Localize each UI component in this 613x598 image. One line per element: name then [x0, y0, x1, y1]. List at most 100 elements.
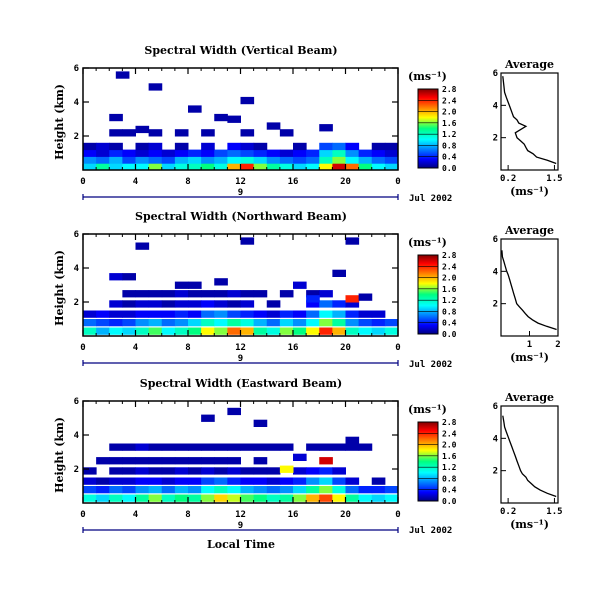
heatmap-cell [319, 467, 333, 475]
heatmap-cell [384, 327, 399, 335]
heatmap-cell [188, 300, 202, 308]
heatmap-cell [174, 319, 189, 327]
heatmap-cell [109, 129, 123, 137]
y-ticks: 2 4 6 [74, 64, 398, 142]
heatmap-cell [345, 142, 360, 151]
heatmap-cell [227, 300, 241, 308]
heatmap-cell [148, 83, 163, 91]
y-ticks: 2 4 6 [74, 397, 398, 475]
heatmap-cell [345, 310, 360, 318]
heatmap-cell [135, 142, 150, 151]
x-tick-label: 4 [133, 343, 139, 353]
heatmap-cell [306, 467, 320, 475]
average-frame [500, 72, 559, 171]
heatmap-cell [135, 156, 150, 164]
heatmap-cell [135, 149, 150, 157]
heatmap-cell [161, 477, 176, 485]
heatmap-cell [293, 494, 307, 502]
heatmap-cell [332, 149, 346, 157]
heatmap-cell [201, 457, 215, 465]
average-title: Average [504, 224, 554, 237]
heatmap-cell [214, 457, 228, 465]
average-x-label: (ms⁻¹) [510, 185, 549, 198]
heatmap-cell [135, 290, 150, 298]
colorbar-unit: (ms⁻¹) [408, 70, 447, 83]
heatmap-cell [279, 310, 294, 318]
heatmap-cell [319, 486, 333, 494]
heatmap-cell [161, 156, 176, 164]
heatmap-cell [358, 319, 373, 327]
heatmap-cell [174, 300, 189, 308]
heatmap-cell [174, 156, 189, 164]
heatmap-cell [240, 310, 255, 318]
heatmap-cell [279, 327, 294, 335]
heatmap-cell [135, 300, 150, 308]
heatmap-cell [83, 149, 97, 157]
heatmap-cell [345, 300, 360, 308]
average-frame [500, 405, 559, 504]
heatmap-cell [253, 149, 268, 157]
heatmap-cell [319, 156, 333, 164]
heatmap-cell [240, 237, 255, 245]
heatmap-cell [345, 486, 360, 494]
heatmap-cell [240, 300, 255, 308]
heatmap-cell [148, 486, 163, 494]
heatmap-cell [384, 494, 399, 502]
heatmap-cell [227, 467, 241, 475]
heatmap-cell [109, 310, 123, 318]
x-ticks: 0 4 8 12 16 20 0 [80, 68, 401, 187]
heatmap-cell [148, 494, 163, 502]
heatmap-cell [253, 457, 268, 465]
heatmap-cell [319, 124, 333, 132]
heatmap-cell [293, 327, 307, 335]
heatmap-cell [83, 486, 97, 494]
heatmap-cell [240, 319, 255, 327]
heatmap-cell [214, 310, 228, 318]
heatmap-cell [332, 477, 346, 485]
x-tick-label: 20 [340, 343, 351, 353]
x-tick-label: 12 [235, 343, 246, 353]
heatmap-cell [161, 149, 176, 157]
heatmap-cell [201, 494, 215, 502]
average-panel: Average 2 4 6 1 2 (ms⁻¹) [493, 224, 561, 364]
average-title: Average [504, 391, 554, 404]
heatmap-cell [135, 443, 150, 451]
heatmap-cell [227, 142, 241, 151]
heatmap-cell [96, 457, 110, 465]
heatmap-cell [214, 300, 228, 308]
average-profile-line [502, 415, 557, 498]
heatmap-cell [266, 156, 281, 164]
colorbar-tick-label: 1.6 [442, 119, 457, 128]
heatmap-cell [266, 327, 281, 335]
heatmap-cell [122, 467, 136, 475]
heatmap-cell [279, 486, 294, 494]
y-tick-label: 4 [74, 431, 80, 441]
heatmap-cell [240, 486, 255, 494]
heatmap-cell [174, 149, 189, 157]
colorbar-tick-label: 2.0 [442, 108, 457, 117]
heatmap-cell [227, 163, 241, 171]
heatmap-cell [358, 293, 373, 301]
heatmap-cell [148, 319, 163, 327]
heatmap-cell [135, 319, 150, 327]
heatmap-cell [83, 477, 97, 485]
heatmap-cell [332, 300, 346, 308]
heatmap-cell [227, 149, 241, 157]
heatmap-cell [174, 477, 189, 485]
colorbar-tick-label: 1.2 [442, 296, 457, 305]
heatmap-cell [332, 163, 346, 171]
colorbar-tick-label: 0.0 [442, 497, 457, 506]
colorbar-unit: (ms⁻¹) [408, 403, 447, 416]
heatmap-cell [174, 163, 189, 171]
heatmap-cell [148, 142, 163, 151]
date-bar: 9 [82, 188, 399, 200]
colorbar-gradient [417, 254, 439, 335]
heatmap-cell [174, 142, 189, 151]
heatmap-cell [83, 163, 97, 171]
heatmap-cell [332, 319, 346, 327]
heatmap-cell [188, 494, 202, 502]
heatmap-cell [345, 237, 360, 245]
heatmap-cell [148, 310, 163, 318]
heatmap-cell [148, 457, 163, 465]
x-axis-label: Local Time [207, 538, 275, 551]
